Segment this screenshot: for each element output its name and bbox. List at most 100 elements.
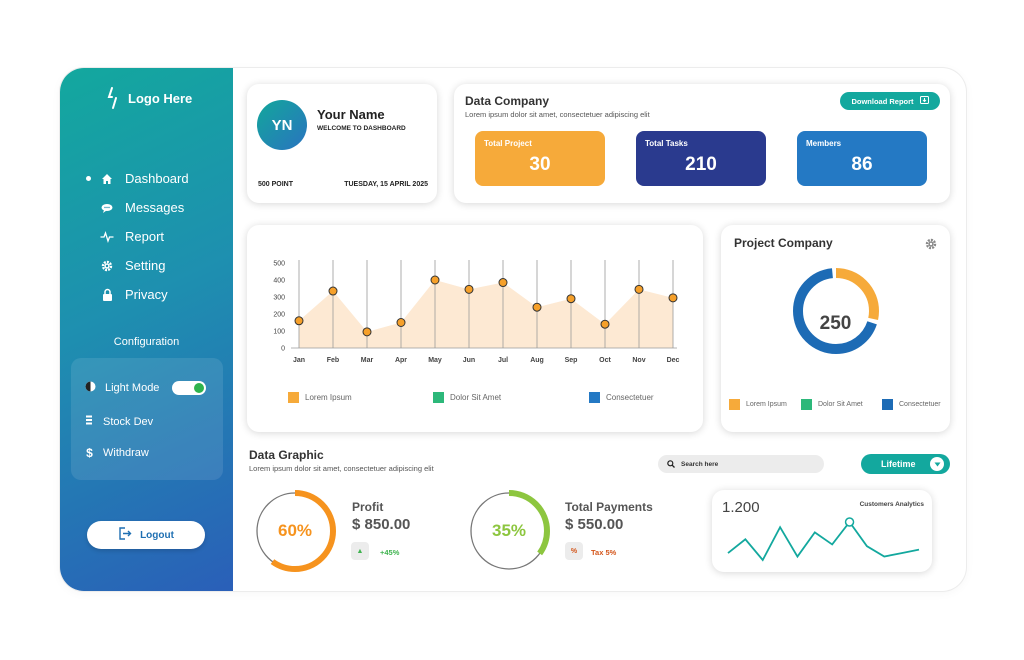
monthly-area-chart: 0 100 200 300 400 500 Jan Feb Mar Apr May Jun Jul Aug… xyxy=(273,260,680,364)
pulse-icon xyxy=(100,230,114,244)
data-point xyxy=(328,286,338,296)
logout-label: Logout xyxy=(140,529,174,541)
legend-label: Dolor Sit Amet xyxy=(818,401,863,408)
project-company-card: Project Company 250 Lorem Ipsum Dolor Si… xyxy=(721,225,950,432)
sidebar-item-messages[interactable]: Messages xyxy=(86,193,189,222)
analytics-title: Customers Analytics xyxy=(859,501,924,508)
x-tick-label: Jul xyxy=(498,357,508,364)
sidebar-item-privacy[interactable]: Privacy xyxy=(86,280,189,309)
payments-title: Total Payments xyxy=(565,500,653,514)
donut-total: 250 xyxy=(819,313,852,334)
logout-button[interactable]: Logout xyxy=(87,521,205,549)
payments-percent: 35% xyxy=(491,521,527,540)
logo[interactable]: Logo Here xyxy=(106,86,192,110)
legend-item: Lorem Ipsum xyxy=(288,392,352,403)
customers-analytics-card[interactable]: 1.200 Customers Analytics xyxy=(712,490,932,572)
legend-label: Consectetuer xyxy=(606,393,654,402)
search-bar xyxy=(658,455,824,473)
sidebar-item-setting[interactable]: Setting xyxy=(86,251,189,280)
sidebar-item-label: Dashboard xyxy=(125,171,189,186)
profile-date: TUESDAY, 15 APRIL 2025 xyxy=(344,181,428,188)
y-tick-label: 0 xyxy=(281,346,285,353)
active-indicator xyxy=(86,176,91,181)
y-tick-label: 200 xyxy=(273,312,285,319)
search-input[interactable] xyxy=(681,460,811,468)
light-mode-row: Light Mode xyxy=(85,381,159,395)
download-icon xyxy=(919,96,929,106)
payments-value: $ 550.00 xyxy=(565,516,624,533)
stat-label: Total Project xyxy=(484,139,532,148)
lifetime-label: Lifetime xyxy=(881,459,916,469)
x-tick-label: Jan xyxy=(293,357,305,364)
legend-swatch xyxy=(882,399,893,410)
x-tick-label: Sep xyxy=(565,357,578,364)
list-icon xyxy=(85,415,94,428)
sparkline-marker xyxy=(844,517,855,527)
avatar[interactable]: YN xyxy=(257,100,307,150)
analytics-value: 1.200 xyxy=(722,499,760,516)
percent-icon: % xyxy=(565,542,583,560)
data-graphic-subtitle: Lorem ipsum dolor sit amet, consectetuer… xyxy=(249,464,434,473)
x-tick-label: May xyxy=(428,357,442,364)
gear-icon[interactable] xyxy=(925,237,937,255)
stat-members[interactable]: Members 86 xyxy=(797,131,927,186)
stat-label: Total Tasks xyxy=(645,139,688,148)
data-point xyxy=(600,319,610,329)
dashboard-frame: Logo Here Dashboard Messages Report xyxy=(60,68,966,591)
legend-item: Dolor Sit Amet xyxy=(801,399,863,410)
sidebar-item-dashboard[interactable]: Dashboard xyxy=(86,164,189,193)
legend-swatch xyxy=(729,399,740,410)
ring-progress xyxy=(468,490,550,572)
legend-item: Lorem Ipsum xyxy=(729,399,787,410)
stat-label: Members xyxy=(806,139,842,148)
area-fill xyxy=(299,280,673,348)
lock-icon xyxy=(100,288,114,302)
payments-tax: Tax 5% xyxy=(591,548,617,557)
profile-subtitle: WELCOME TO DASHBOARD xyxy=(317,125,406,132)
withdraw-item[interactable]: $ Withdraw xyxy=(85,446,149,460)
profit-title: Profit xyxy=(352,500,384,514)
logo-text: Logo Here xyxy=(128,90,193,106)
withdraw-label: Withdraw xyxy=(103,447,149,459)
project-donut-chart xyxy=(793,268,879,354)
sidebar: Logo Here Dashboard Messages Report xyxy=(60,68,233,591)
logout-icon xyxy=(118,527,132,543)
stock-dev-label: Stock Dev xyxy=(103,415,154,428)
data-point xyxy=(362,327,372,337)
data-point xyxy=(532,302,542,312)
x-tick-label: Apr xyxy=(395,357,407,364)
data-point xyxy=(498,278,508,288)
legend-swatch xyxy=(288,392,299,403)
x-tick-label: Nov xyxy=(632,357,645,364)
stat-total-project[interactable]: Total Project 30 xyxy=(475,131,605,186)
project-company-title: Project Company xyxy=(734,236,833,250)
data-company-card: Data Company Lorem ipsum dolor sit amet,… xyxy=(454,84,950,203)
sidebar-item-label: Setting xyxy=(125,258,166,273)
light-mode-toggle[interactable] xyxy=(172,381,206,395)
sidebar-nav: Dashboard Messages Report Setting Privac xyxy=(86,164,189,309)
legend-label: Lorem Ipsum xyxy=(746,401,787,408)
profit-change: +45% xyxy=(380,548,400,557)
stat-value: 210 xyxy=(685,154,717,175)
profit-percent: 60% xyxy=(277,521,313,540)
stat-total-tasks[interactable]: Total Tasks 210 xyxy=(636,131,766,186)
x-tick-label: Dec xyxy=(667,357,680,364)
ring-progress xyxy=(254,490,336,572)
lifetime-dropdown[interactable]: Lifetime xyxy=(861,454,950,474)
monthly-chart-card: 0 100 200 300 400 500 Jan Feb Mar Apr May Jun Jul Aug… xyxy=(247,225,703,432)
sidebar-item-report[interactable]: Report xyxy=(86,222,189,251)
sidebar-item-label: Messages xyxy=(125,200,185,215)
stock-dev-item[interactable]: Stock Dev xyxy=(85,415,153,428)
legend-item: Dolor Sit Amet xyxy=(433,392,501,403)
analytics-sparkline xyxy=(727,517,920,562)
x-tick-label: Mar xyxy=(361,357,374,364)
data-company-subtitle: Lorem ipsum dolor sit amet, consectetuer… xyxy=(465,110,650,119)
x-tick-label: Jun xyxy=(463,357,475,364)
half-circle-icon xyxy=(85,381,96,395)
legend-item: Consectetuer xyxy=(589,392,654,403)
stat-value: 86 xyxy=(851,154,873,175)
data-company-title: Data Company xyxy=(465,94,550,108)
profit-value: $ 850.00 xyxy=(352,516,411,533)
download-report-button[interactable]: Download Report xyxy=(840,92,940,110)
sidebar-item-label: Privacy xyxy=(125,287,168,302)
